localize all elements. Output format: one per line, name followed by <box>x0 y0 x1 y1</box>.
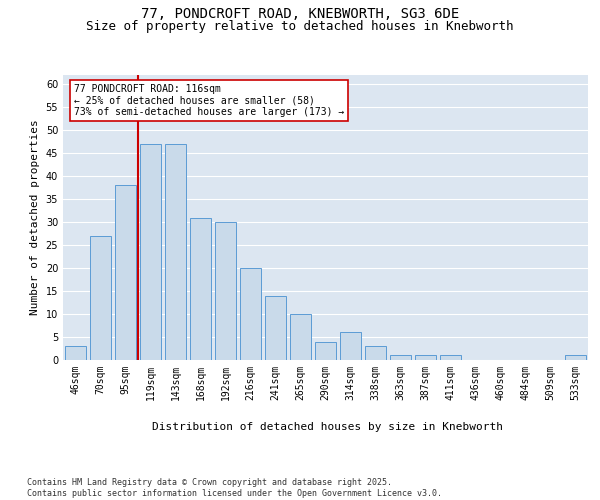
Text: Distribution of detached houses by size in Knebworth: Distribution of detached houses by size … <box>151 422 503 432</box>
Bar <box>340 332 361 360</box>
Bar <box>65 346 86 360</box>
Bar <box>90 236 111 360</box>
Bar <box>415 356 436 360</box>
Text: 77 PONDCROFT ROAD: 116sqm
← 25% of detached houses are smaller (58)
73% of semi-: 77 PONDCROFT ROAD: 116sqm ← 25% of detac… <box>74 84 344 116</box>
Bar <box>140 144 161 360</box>
Bar <box>215 222 236 360</box>
Bar <box>240 268 261 360</box>
Bar <box>365 346 386 360</box>
Bar <box>190 218 211 360</box>
Text: Size of property relative to detached houses in Knebworth: Size of property relative to detached ho… <box>86 20 514 33</box>
Bar <box>390 356 411 360</box>
Bar <box>115 186 136 360</box>
Text: Contains HM Land Registry data © Crown copyright and database right 2025.
Contai: Contains HM Land Registry data © Crown c… <box>27 478 442 498</box>
Bar <box>265 296 286 360</box>
Y-axis label: Number of detached properties: Number of detached properties <box>30 120 40 316</box>
Bar <box>565 356 586 360</box>
Bar <box>440 356 461 360</box>
Bar <box>290 314 311 360</box>
Text: 77, PONDCROFT ROAD, KNEBWORTH, SG3 6DE: 77, PONDCROFT ROAD, KNEBWORTH, SG3 6DE <box>141 8 459 22</box>
Bar <box>315 342 336 360</box>
Bar <box>165 144 186 360</box>
